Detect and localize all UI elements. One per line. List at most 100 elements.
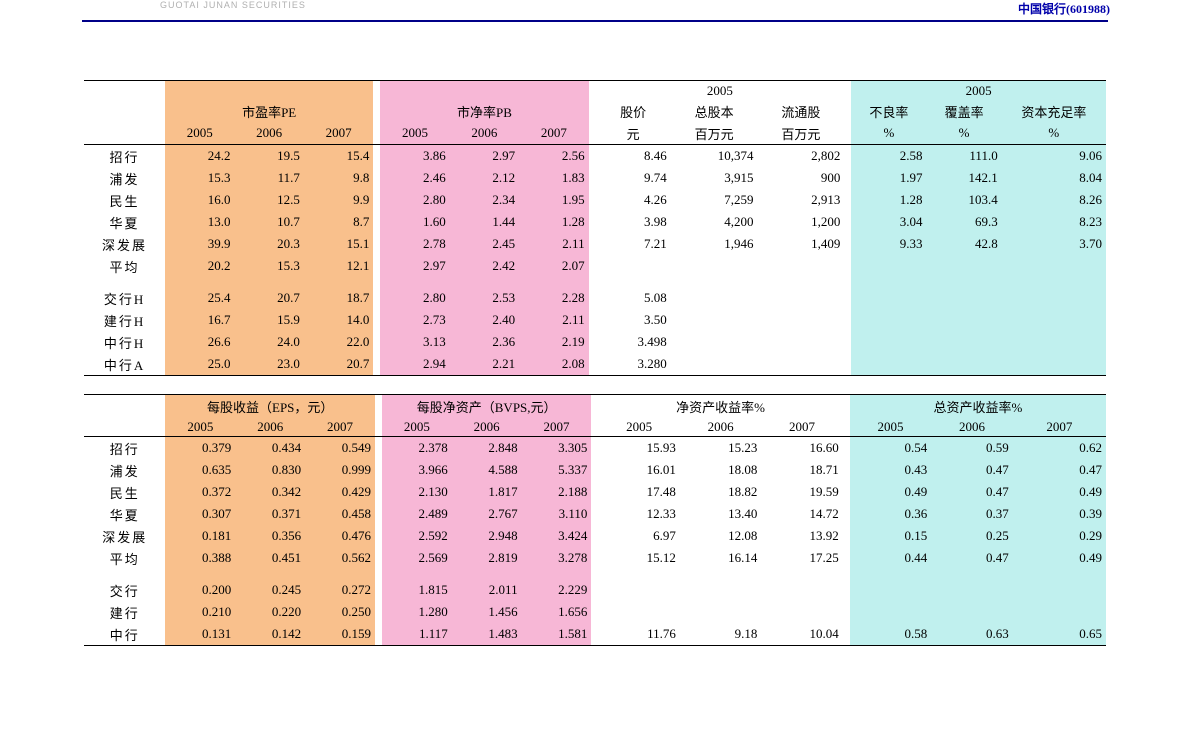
- cell: 0.131: [165, 623, 235, 646]
- cell: 0.562: [305, 547, 375, 569]
- cell: 15.12: [598, 547, 679, 569]
- row-label: 浦发: [84, 167, 165, 189]
- row-label: 华夏: [84, 503, 165, 525]
- cell: 2.80: [380, 189, 449, 211]
- cell: 0.635: [165, 459, 235, 481]
- cell: 0.342: [235, 481, 305, 503]
- cell: 69.3: [926, 211, 1001, 233]
- cell: 15.3: [234, 255, 303, 277]
- cell: 7,259: [671, 189, 758, 211]
- cell: 1.656: [522, 601, 592, 623]
- header-underline: [82, 20, 1108, 22]
- cell: 12.1: [304, 255, 373, 277]
- header: GUOTAI JUNAN SECURITIES 中国银行(601988): [0, 0, 1190, 20]
- cell: 8.7: [304, 211, 373, 233]
- cell: 39.9: [165, 233, 234, 255]
- cell: 0.47: [931, 481, 1012, 503]
- cell: 2.58: [851, 145, 926, 168]
- cell: 20.7: [304, 353, 373, 376]
- cell: 15.4: [304, 145, 373, 168]
- cell: 111.0: [926, 145, 1001, 168]
- cell: 0.25: [931, 525, 1012, 547]
- cell: 1.28: [519, 211, 588, 233]
- row-label: 民生: [84, 189, 165, 211]
- cell: 12.08: [680, 525, 761, 547]
- cell: [1002, 331, 1106, 353]
- cell: [1013, 601, 1106, 623]
- cell: 0.429: [305, 481, 375, 503]
- cell: 4.26: [596, 189, 671, 211]
- cell: 2.12: [450, 167, 519, 189]
- cell: 9.33: [851, 233, 926, 255]
- cell: 0.37: [931, 503, 1012, 525]
- cell: 42.8: [926, 233, 1001, 255]
- cell: [926, 255, 1001, 277]
- cell: [671, 309, 758, 331]
- cell: [671, 287, 758, 309]
- cell: 3.498: [596, 331, 671, 353]
- cell: 20.7: [234, 287, 303, 309]
- cell: [671, 255, 758, 277]
- row-label: 建行H: [84, 309, 165, 331]
- cell: 0.451: [235, 547, 305, 569]
- cell: 2.42: [450, 255, 519, 277]
- cell: [671, 353, 758, 376]
- cell: [1002, 255, 1106, 277]
- cell: 2.569: [382, 547, 452, 569]
- cell: 16.01: [598, 459, 679, 481]
- cell: 0.458: [305, 503, 375, 525]
- cell: 0.356: [235, 525, 305, 547]
- cell: 0.47: [1013, 459, 1106, 481]
- cell: 2.53: [450, 287, 519, 309]
- cell: 0.49: [1013, 481, 1106, 503]
- cell: [931, 601, 1012, 623]
- cell: 0.371: [235, 503, 305, 525]
- cell: 9.74: [596, 167, 671, 189]
- cell: [850, 579, 931, 601]
- row-label: 平均: [84, 547, 165, 569]
- cell: 0.65: [1013, 623, 1106, 646]
- row-label: 招行: [84, 437, 165, 460]
- cell: 103.4: [926, 189, 1001, 211]
- cell: [851, 287, 926, 309]
- cell: [758, 353, 845, 376]
- cell: 3.966: [382, 459, 452, 481]
- cell: 9.06: [1002, 145, 1106, 168]
- cell: 14.72: [761, 503, 842, 525]
- cell: 3.04: [851, 211, 926, 233]
- cell: [1013, 579, 1106, 601]
- cell: 15.9: [234, 309, 303, 331]
- cell: [1002, 309, 1106, 331]
- cell: 0.44: [850, 547, 931, 569]
- cell: 0.59: [931, 437, 1012, 460]
- cell: 1.97: [851, 167, 926, 189]
- cell: 26.6: [165, 331, 234, 353]
- cell: 8.23: [1002, 211, 1106, 233]
- cell: 1,409: [758, 233, 845, 255]
- row-label: 深发展: [84, 233, 165, 255]
- cell: 13.40: [680, 503, 761, 525]
- cell: [926, 353, 1001, 376]
- cell: 0.210: [165, 601, 235, 623]
- cell: 15.93: [598, 437, 679, 460]
- cell: 0.200: [165, 579, 235, 601]
- cell: 9.8: [304, 167, 373, 189]
- cell: [926, 331, 1001, 353]
- row-label: 建行: [84, 601, 165, 623]
- cell: 10,374: [671, 145, 758, 168]
- cell: 5.337: [522, 459, 592, 481]
- cell: 0.999: [305, 459, 375, 481]
- cell: 13.92: [761, 525, 842, 547]
- cell: 1.817: [452, 481, 522, 503]
- cell: 2.819: [452, 547, 522, 569]
- cell: 15.23: [680, 437, 761, 460]
- cell: 0.379: [165, 437, 235, 460]
- cell: [758, 255, 845, 277]
- valuation-table-1: 市盈率PE 市净率PB 2005 2005 股价 总股本 流通股 不良率 覆盖率…: [84, 80, 1106, 376]
- cell: 0.63: [931, 623, 1012, 646]
- cell: 3.424: [522, 525, 592, 547]
- row-label: 平均: [84, 255, 165, 277]
- cell: 2.592: [382, 525, 452, 547]
- cell: [758, 309, 845, 331]
- cell: 16.60: [761, 437, 842, 460]
